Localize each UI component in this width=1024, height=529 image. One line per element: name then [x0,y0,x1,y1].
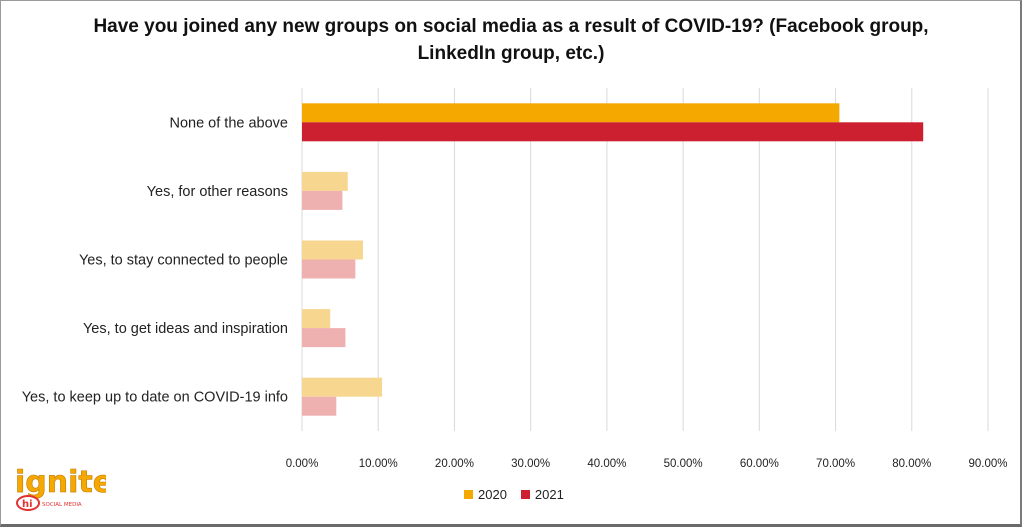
category-label-4: Yes, to keep up to date on COVID-19 info [22,390,288,406]
legend-swatch-2020 [464,490,473,499]
bar-2020-4 [302,377,383,397]
category-label-1: Yes, for other reasons [147,184,288,200]
x-tick-label-1: 10.00% [359,458,398,470]
legend-label-2020: 2020 [478,487,507,502]
bar-2020-3 [302,309,331,329]
bar-2021-1 [302,190,343,210]
logo-wordmark: ignite [15,465,106,500]
bar-2020-0 [302,103,840,123]
x-tick-label-4: 40.00% [587,458,626,470]
x-tick-label-9: 90.00% [968,458,1007,470]
x-tick-label-7: 70.00% [816,458,855,470]
legend-label-2021: 2021 [534,487,564,502]
logo-tagline: SOCIAL MEDIA [42,502,82,508]
bar-2021-2 [302,259,356,279]
x-tick-label-0: 0.00% [286,458,319,470]
x-tick-label-2: 20.00% [435,458,474,470]
legend-item-2020: 2020 [464,487,507,502]
bar-2020-1 [302,171,348,191]
category-label-0: None of the above [169,115,288,131]
logo-badge-text: hi [22,499,33,510]
ignite-logo: ignite hi SOCIAL MEDIA [15,465,106,511]
bar-2020-2 [302,240,363,260]
legend-swatch-2021 [520,490,530,499]
chart-title: Have you joined any new groups on social… [93,16,929,64]
category-label-3: Yes, to get ideas and inspiration [83,321,288,337]
legend-item-2021: 2021 [520,487,564,502]
bar-2021-0 [302,122,924,142]
x-tick-label-3: 30.00% [511,458,550,470]
chart-legend: 2020 2021 [464,487,578,502]
x-tick-label-5: 50.00% [664,458,703,470]
x-tick-label-8: 80.00% [892,458,931,470]
bar-2021-3 [302,328,346,348]
bar-2021-4 [302,396,337,416]
logo-badge [16,495,40,511]
category-label-2: Yes, to stay connected to people [79,253,288,269]
x-tick-label-6: 60.00% [740,458,779,470]
